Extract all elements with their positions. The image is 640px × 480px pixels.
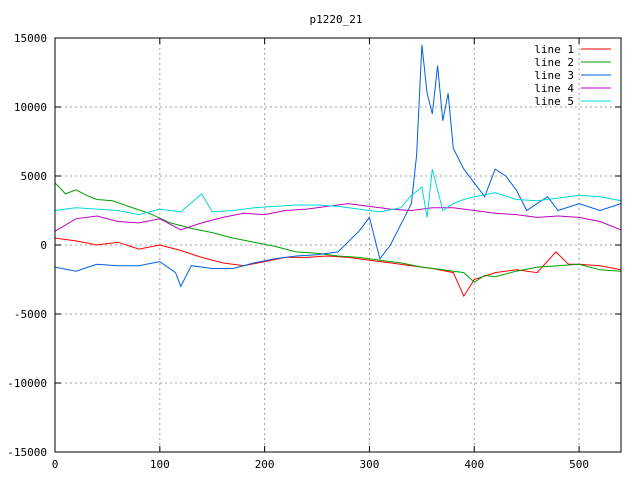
chart-title: p1220_21 (310, 13, 363, 26)
x-tick-label: 100 (150, 458, 170, 471)
legend-label-1: line 1 (534, 43, 574, 56)
y-tick-label: -5000 (14, 308, 47, 321)
y-tick-label: 15000 (14, 32, 47, 45)
y-tick-label: 0 (40, 239, 47, 252)
axis-ticks: 0 100 200 300 400 500 -15000 -10000 -5000 0 5000 10… (7, 32, 621, 471)
legend-label-5: line 5 (534, 95, 574, 108)
x-tick-label: 200 (255, 458, 275, 471)
legend-label-4: line 4 (534, 82, 574, 95)
legend-label-2: line 2 (534, 56, 574, 69)
legend-label-3: line 3 (534, 69, 574, 82)
plot-frame (54, 37, 622, 453)
x-tick-label: 0 (52, 458, 59, 471)
y-tick-label: 5000 (21, 170, 48, 183)
series-line-4 (54, 203, 622, 232)
y-tick-label: -15000 (7, 446, 47, 459)
series-lines (54, 44, 622, 298)
series-line-2 (54, 182, 622, 283)
x-tick-label: 400 (464, 458, 484, 471)
series-line-5 (54, 168, 622, 218)
x-tick-label: 500 (569, 458, 589, 471)
series-line-1 (54, 237, 622, 298)
series-line-3 (54, 44, 622, 288)
x-tick-label: 300 (360, 458, 380, 471)
y-tick-label: -10000 (7, 377, 47, 390)
y-tick-label: 10000 (14, 101, 47, 114)
